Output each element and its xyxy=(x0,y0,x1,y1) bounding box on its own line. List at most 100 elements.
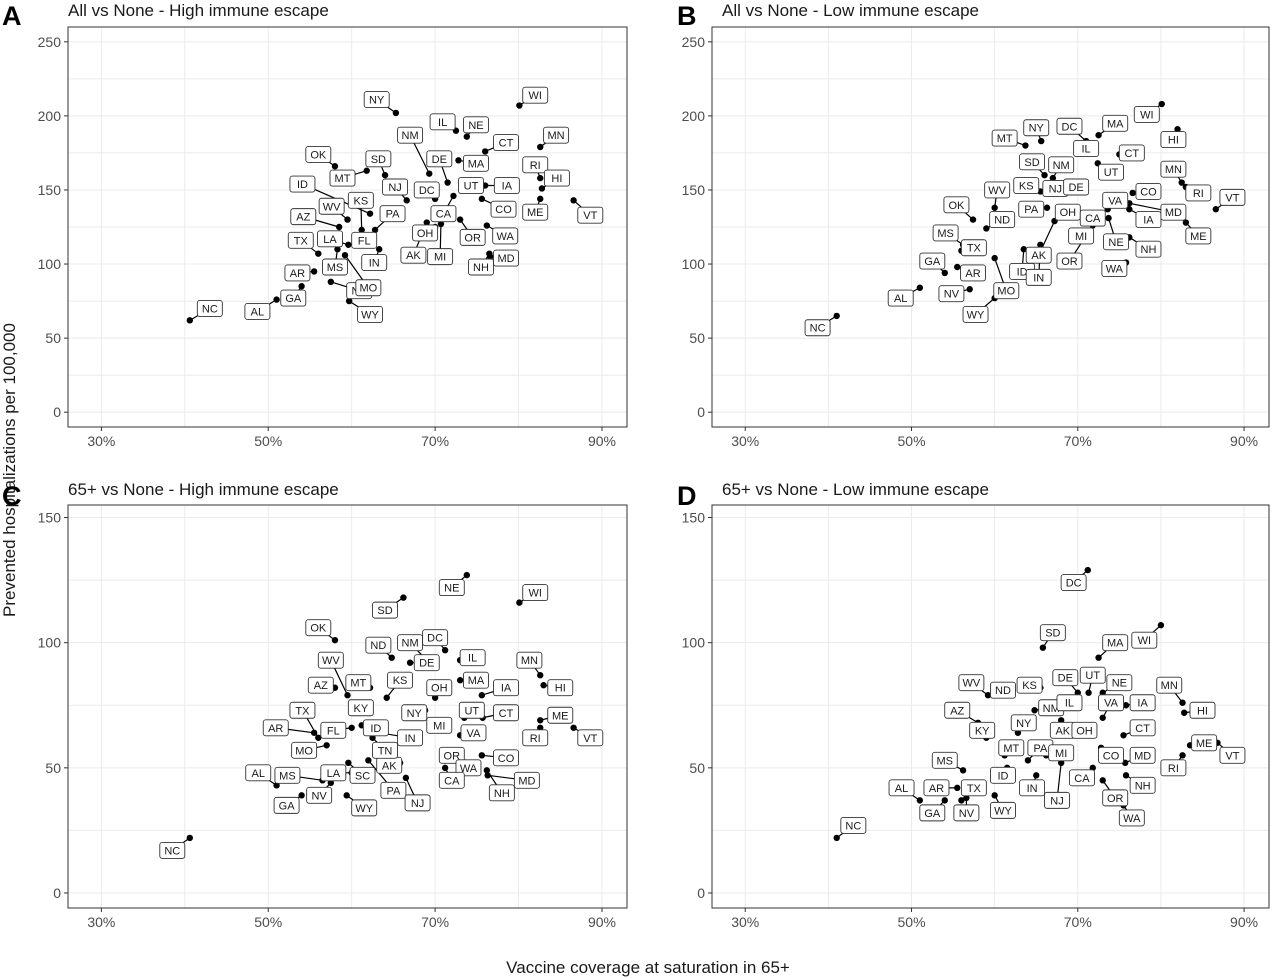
x-tick-label: 70% xyxy=(1064,433,1092,449)
state-label-text: PA xyxy=(1033,743,1048,755)
data-point xyxy=(969,216,977,223)
state-label-text: WY xyxy=(967,309,985,321)
state-label: MA xyxy=(463,671,489,689)
y-axis-title: Prevented hospitalizations per 100,000 xyxy=(0,323,19,617)
state-label-text: IN xyxy=(369,258,380,270)
state-label: DC xyxy=(1060,574,1087,592)
state-label: IA xyxy=(493,177,520,194)
data-point xyxy=(392,109,400,117)
state-label-box xyxy=(984,181,1011,199)
state-label-text: IN xyxy=(1027,783,1038,795)
y-tick-label: 200 xyxy=(682,108,706,124)
state-label-box xyxy=(438,579,465,597)
state-label: NM xyxy=(397,634,424,652)
state-label-box xyxy=(938,285,965,303)
state-label: NE xyxy=(438,579,465,597)
state-label: RI xyxy=(522,156,549,174)
state-label: CT xyxy=(1129,719,1156,737)
state-label-text: AR xyxy=(965,268,980,280)
state-label-box xyxy=(944,701,971,719)
data-point xyxy=(537,174,544,182)
state-label-box xyxy=(1044,791,1070,809)
state-label: KS xyxy=(1016,676,1043,694)
state-label: CA xyxy=(438,771,465,789)
state-label-box xyxy=(426,679,453,697)
state-label-box xyxy=(1156,676,1183,694)
state-label: HI xyxy=(1189,701,1216,719)
panel-a: A All vs None - High immune escape 30% 50% 7… xyxy=(2,1,628,449)
state-label: AZ xyxy=(290,208,317,226)
state-label-text: OK xyxy=(948,200,965,212)
state-label: HI xyxy=(543,169,570,187)
data-point xyxy=(371,226,379,234)
state-label-text: FL xyxy=(358,235,371,247)
data-point xyxy=(376,246,383,253)
state-label: WY xyxy=(990,801,1016,819)
state-label: ID xyxy=(289,175,316,193)
state-label-box xyxy=(990,801,1016,819)
plot-frame xyxy=(711,26,1270,428)
state-label: TX xyxy=(960,779,987,797)
state-label: MI xyxy=(426,716,453,734)
data-point xyxy=(400,594,407,601)
state-label-text: AZ xyxy=(950,705,964,717)
state-label-text: OR xyxy=(1061,256,1078,268)
plot-frame xyxy=(67,504,628,909)
state-label-text: NE xyxy=(468,120,483,132)
state-label-text: MA xyxy=(1107,638,1124,650)
state-label: NJ xyxy=(382,178,409,196)
state-label: MN xyxy=(516,651,543,669)
state-label-text: CT xyxy=(499,708,514,720)
state-label: IL xyxy=(429,113,456,131)
state-label-box xyxy=(958,674,985,692)
state-label: CA xyxy=(1079,209,1106,227)
state-label-box xyxy=(493,679,519,697)
state-label-box xyxy=(1102,114,1129,132)
state-label-text: MS xyxy=(937,755,954,767)
state-label-text: GA xyxy=(924,808,941,820)
state-label-text: ID xyxy=(1017,266,1028,278)
state-label: WA xyxy=(492,227,519,245)
state-label: OK xyxy=(305,145,332,163)
state-label-box xyxy=(322,258,348,276)
state-label-text: IA xyxy=(1143,215,1154,227)
state-label: NE xyxy=(1103,233,1129,251)
x-tick-label: 90% xyxy=(588,433,616,449)
data-point xyxy=(1099,777,1106,784)
state-label-text: DE xyxy=(1058,673,1073,685)
state-label-text: NJ xyxy=(388,182,401,194)
x-tick-label: 30% xyxy=(731,433,759,449)
state-label-box xyxy=(412,224,439,242)
state-label: IA xyxy=(1135,211,1162,229)
panel-letter: C xyxy=(2,481,22,511)
state-label-text: AK xyxy=(1055,725,1070,737)
x-tick-label: 70% xyxy=(421,914,449,930)
data-point xyxy=(1049,174,1057,182)
data-point xyxy=(463,133,471,140)
state-label-box xyxy=(458,701,485,719)
state-label-box xyxy=(490,200,517,218)
state-label: SD xyxy=(372,601,398,619)
state-label-text: WA xyxy=(497,231,515,243)
state-label-box xyxy=(287,231,314,249)
state-label-text: VT xyxy=(583,733,597,745)
state-label-text: CO xyxy=(498,753,515,765)
state-label-text: KY xyxy=(354,703,369,715)
state-label: IA xyxy=(1129,694,1156,712)
data-point xyxy=(310,268,318,275)
state-label-box xyxy=(426,150,453,168)
x-tick-label: 30% xyxy=(87,914,115,930)
y-tick-label: 100 xyxy=(682,635,706,651)
data-point xyxy=(537,672,544,679)
state-label: FL xyxy=(320,721,347,739)
state-label-text: CA xyxy=(1085,213,1101,225)
state-label: DE xyxy=(413,654,440,672)
data-point xyxy=(941,797,948,804)
state-label-box xyxy=(290,208,317,226)
state-label: UT xyxy=(458,177,484,194)
state-label-text: WY xyxy=(361,309,379,321)
state-label: MA xyxy=(1102,634,1129,652)
state-label-text: AZ xyxy=(314,680,328,692)
panel-b: B All vs None - Low immune escape 30% 50% 70… xyxy=(677,1,1270,449)
panel-title: 65+ vs None - Low immune escape xyxy=(722,480,989,499)
